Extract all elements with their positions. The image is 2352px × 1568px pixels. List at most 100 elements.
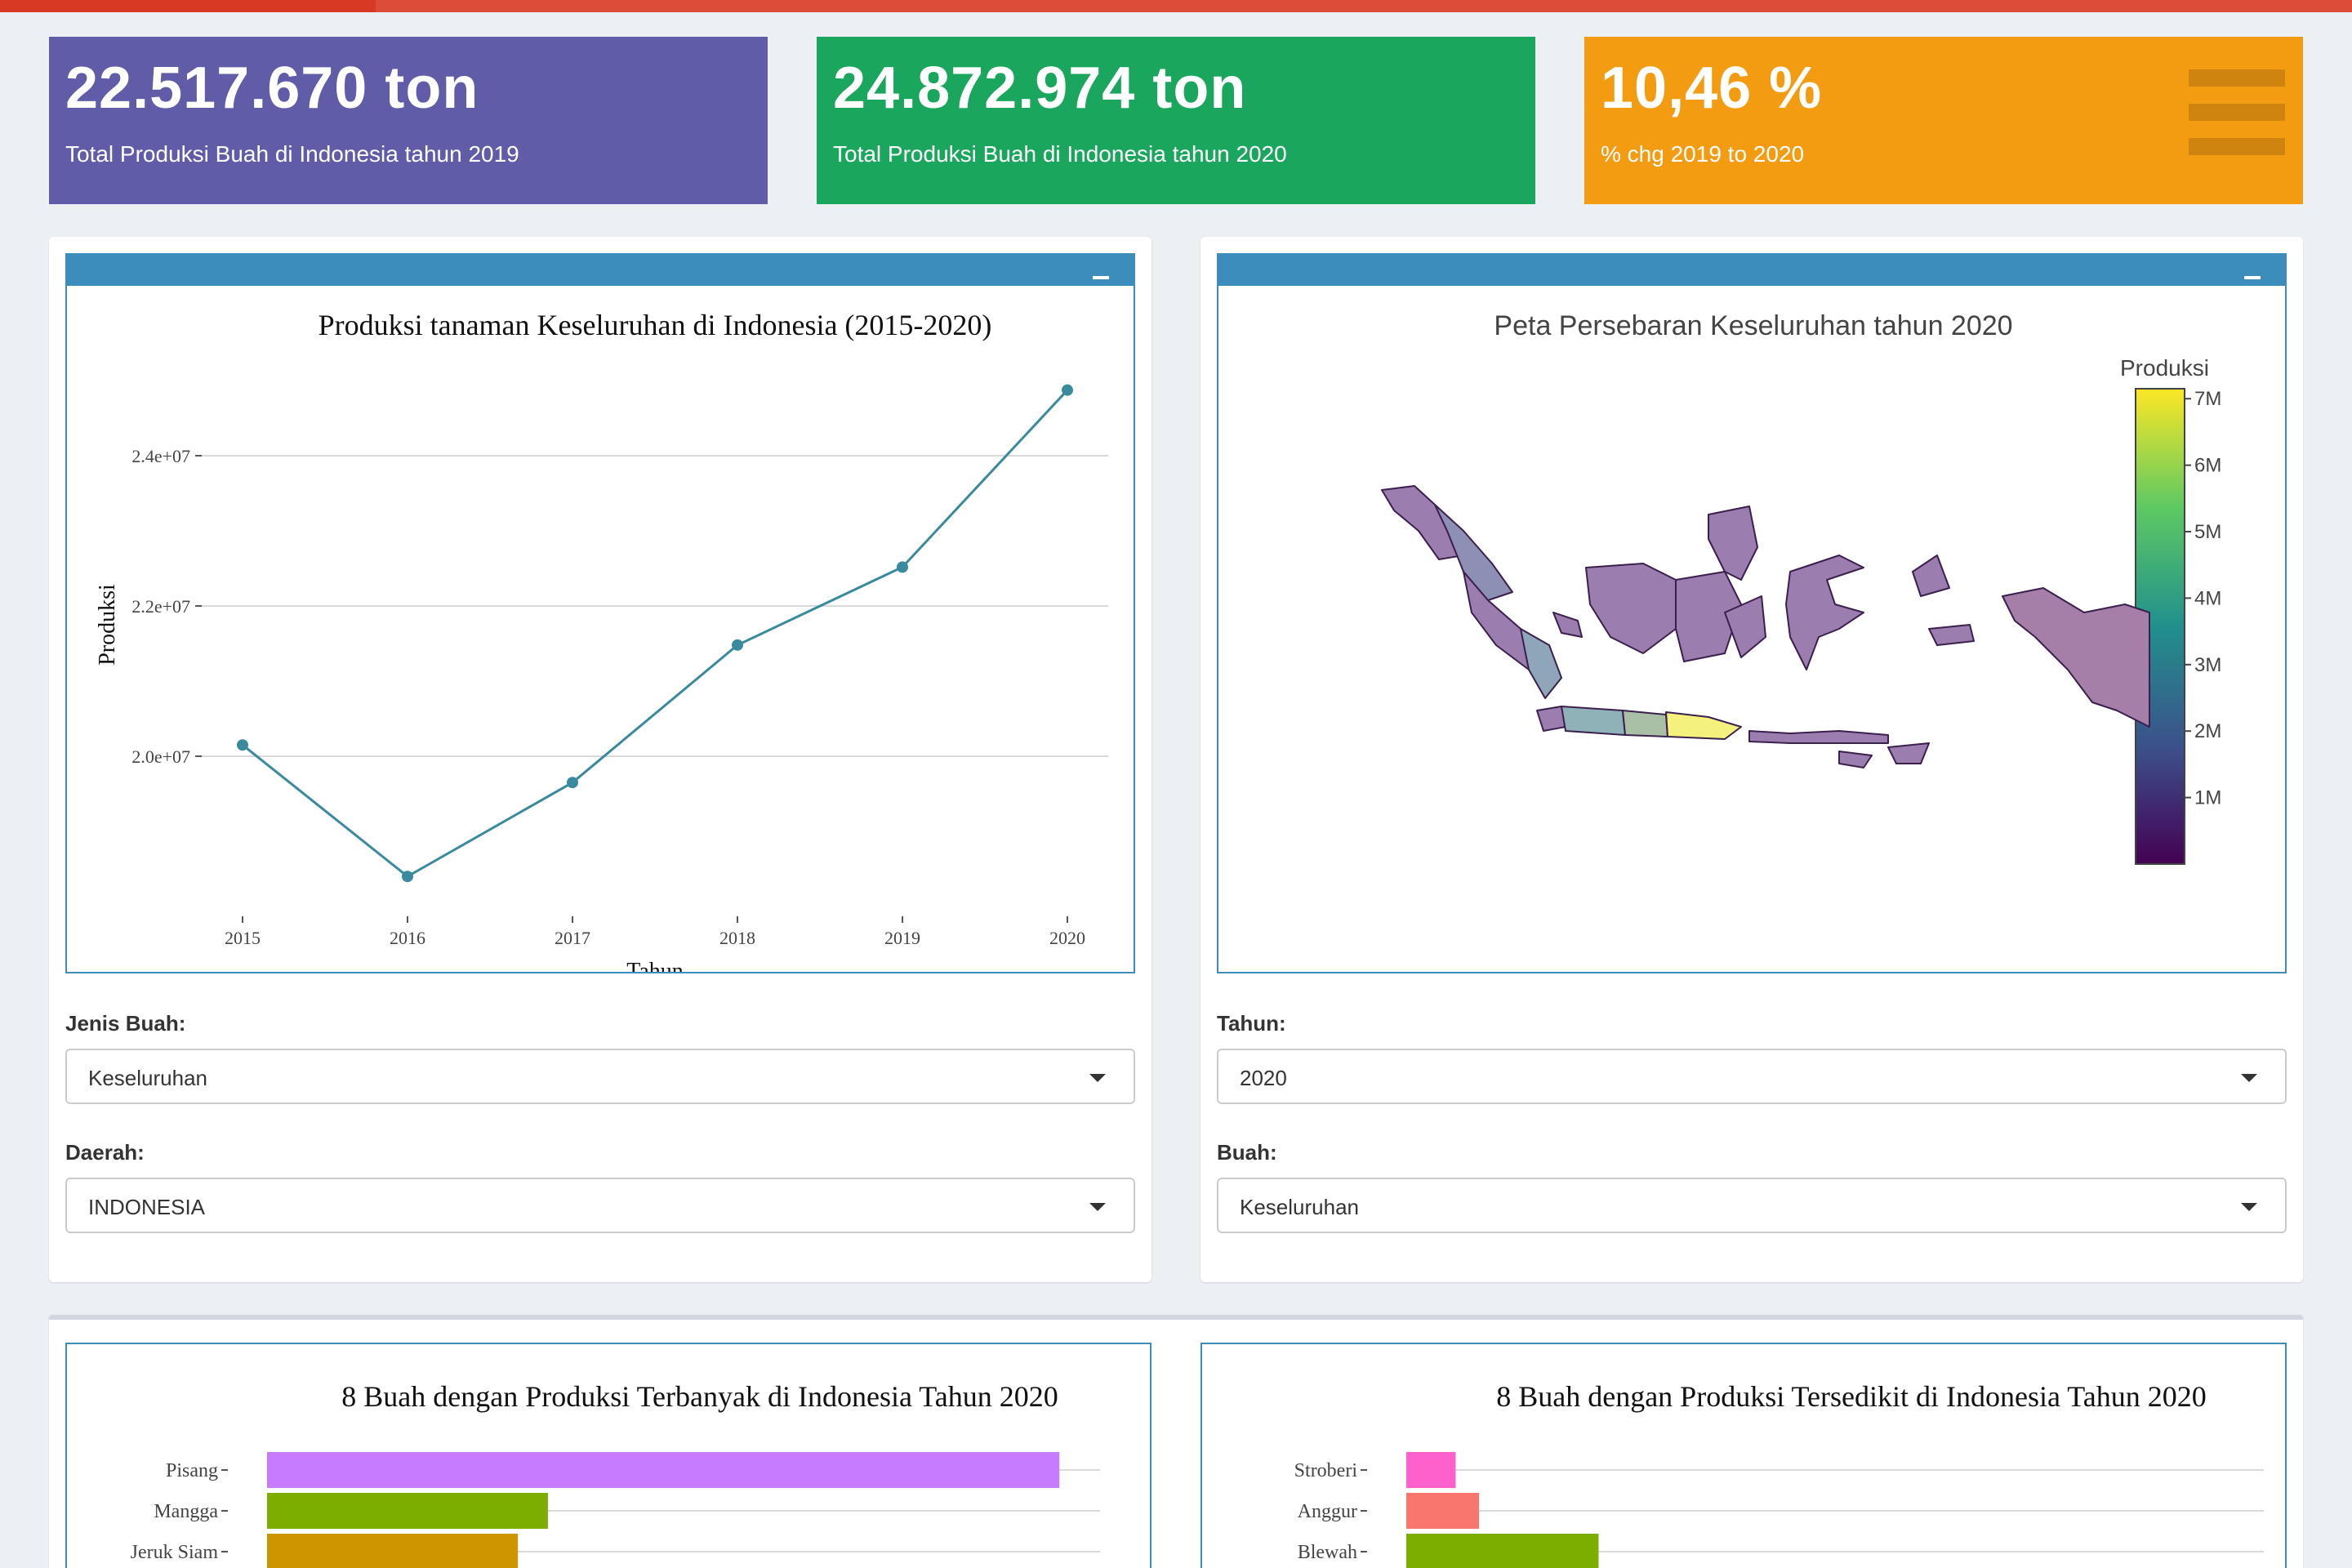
- y-tick-label: 2.2e+07: [131, 596, 190, 617]
- value-box-label: Total Produksi Buah di Indonesia tahun 2…: [65, 141, 519, 167]
- colorbar-title: Produksi: [2120, 355, 2209, 381]
- top-bar-chart: 8 Buah dengan Produksi Terbanyak di Indo…: [131, 1380, 1100, 1568]
- colorbar-tick-label: 5M: [2194, 521, 2221, 543]
- value-box-label: Total Produksi Buah di Indonesia tahun 2…: [833, 141, 1287, 167]
- choropleth-map[interactable]: Peta Persebaran Keseluruhan tahun 2020 P…: [1218, 286, 2285, 972]
- tahun-select[interactable]: 2020: [1217, 1049, 2287, 1104]
- bar: [267, 1493, 548, 1529]
- jenis-buah-label: Jenis Buah:: [65, 1011, 186, 1036]
- region-maluku[interactable]: [1912, 555, 1975, 646]
- tahun-value: 2020: [1240, 1066, 1287, 1090]
- menu-bars-icon: [2189, 53, 2285, 155]
- data-point: [897, 561, 908, 573]
- chart-title: 8 Buah dengan Produksi Tersedikit di Ind…: [1496, 1380, 2207, 1413]
- category-label: Jeruk Siam: [131, 1542, 219, 1563]
- colorbar-ticks: 7M 6M 5M 4M 3M 2M 1M: [2185, 388, 2221, 809]
- data-point: [402, 871, 413, 883]
- x-tick-label: 2018: [719, 928, 755, 948]
- category-label: Pisang: [166, 1460, 218, 1481]
- value-box-value: 22.517.670 ton: [65, 56, 479, 121]
- colorbar-tick-label: 3M: [2194, 654, 2221, 676]
- x-tick-label: 2015: [225, 928, 261, 948]
- colorbar-tick-label: 7M: [2194, 388, 2221, 410]
- value-box-value: 10,46 %: [1601, 56, 1823, 121]
- region-jawa-timur[interactable]: [1665, 711, 1742, 740]
- category-label: Stroberi: [1294, 1460, 1358, 1481]
- region-bangka[interactable]: [1552, 612, 1583, 638]
- x-axis-title: Tahun: [626, 959, 684, 972]
- jenis-buah-select[interactable]: Keseluruhan: [65, 1049, 1135, 1104]
- chevron-down-icon: [1089, 1203, 1106, 1211]
- y-tick-label: 2.0e+07: [131, 746, 190, 767]
- line-chart-box: Produksi tanaman Keseluruhan di Indonesi…: [65, 253, 1135, 973]
- x-tick-label: 2017: [555, 928, 590, 948]
- chart-title: 8 Buah dengan Produksi Terbanyak di Indo…: [341, 1380, 1058, 1413]
- daerah-select[interactable]: INDONESIA: [65, 1178, 1135, 1233]
- region-sulawesi[interactable]: [1785, 555, 1864, 670]
- bottom-bar-chart-box: 8 Buah dengan Produksi Tersedikit di Ind…: [1200, 1343, 2287, 1568]
- tahun-label: Tahun:: [1217, 1011, 1286, 1036]
- buah-select[interactable]: Keseluruhan: [1217, 1178, 2287, 1233]
- map-box: Peta Persebaran Keseluruhan tahun 2020 P…: [1217, 253, 2287, 973]
- region-kaltim[interactable]: [1708, 506, 1758, 581]
- buah-label: Buah:: [1217, 1140, 1277, 1165]
- bar: [1406, 1493, 1480, 1529]
- category-label: Mangga: [154, 1501, 218, 1522]
- collapse-icon[interactable]: [2244, 276, 2261, 279]
- x-tick-label: 2019: [884, 928, 920, 948]
- category-label: Anggur: [1298, 1501, 1357, 1522]
- daerah-value: INDONESIA: [88, 1195, 206, 1219]
- colorbar-tick-label: 6M: [2194, 455, 2221, 477]
- x-tick-label: 2016: [390, 928, 425, 948]
- bar: [267, 1452, 1060, 1488]
- region-bali-nusa[interactable]: [1748, 730, 1889, 744]
- value-box-label: % chg 2019 to 2020: [1601, 141, 1805, 167]
- value-box-change: 10,46 % % chg 2019 to 2020: [1584, 37, 2303, 204]
- header-logo-area[interactable]: [0, 0, 376, 12]
- region-sumatra-central[interactable]: [1434, 504, 1513, 601]
- colorbar-tick-label: 1M: [2194, 787, 2221, 809]
- data-point: [732, 639, 743, 651]
- value-box-2020: 24.872.974 ton Total Produksi Buah di In…: [817, 37, 1535, 204]
- region-ntt[interactable]: [1838, 742, 1930, 768]
- map-panel: Peta Persebaran Keseluruhan tahun 2020 P…: [1200, 237, 2303, 1282]
- colorbar-tick-label: 2M: [2194, 720, 2221, 742]
- map-title: Peta Persebaran Keseluruhan tahun 2020: [1494, 310, 2012, 341]
- line-chart: Produksi tanaman Keseluruhan di Indonesi…: [95, 309, 1108, 972]
- line-chart-panel: Produksi tanaman Keseluruhan di Indonesi…: [49, 237, 1152, 1282]
- y-tick-label: 2.4e+07: [131, 446, 190, 466]
- bar: [1406, 1452, 1456, 1488]
- region-jawa-tengah[interactable]: [1622, 710, 1668, 737]
- box-header: [1218, 255, 2285, 286]
- top-bar-chart-box: 8 Buah dengan Produksi Terbanyak di Indo…: [65, 1343, 1152, 1568]
- region-lampung[interactable]: [1520, 628, 1562, 699]
- chevron-down-icon: [2241, 1074, 2257, 1082]
- bar: [1406, 1534, 1599, 1568]
- buah-value: Keseluruhan: [1240, 1195, 1359, 1219]
- data-point: [237, 739, 248, 751]
- region-jawa-barat[interactable]: [1561, 706, 1626, 736]
- data-point: [1062, 384, 1073, 396]
- bar-charts-panel: 8 Buah dengan Produksi Terbanyak di Indo…: [49, 1315, 2303, 1568]
- region-kalbar[interactable]: [1585, 563, 1677, 654]
- series-line: [242, 389, 1069, 879]
- chevron-down-icon: [1089, 1074, 1106, 1082]
- bar: [267, 1534, 519, 1568]
- value-box-value: 24.872.974 ton: [833, 56, 1247, 121]
- chevron-down-icon: [2241, 1203, 2257, 1211]
- region-papua[interactable]: [2002, 587, 2150, 728]
- header-bar: [0, 0, 2352, 12]
- indonesia-map: [1381, 485, 2150, 768]
- data-point: [567, 777, 578, 789]
- jenis-buah-value: Keseluruhan: [88, 1066, 207, 1090]
- chart-title: Produksi tanaman Keseluruhan di Indonesi…: [318, 309, 992, 341]
- daerah-label: Daerah:: [65, 1140, 145, 1165]
- bottom-bar-chart: 8 Buah dengan Produksi Tersedikit di Ind…: [1294, 1380, 2264, 1568]
- region-kalsel[interactable]: [1724, 595, 1766, 658]
- box-header: [67, 255, 1134, 286]
- y-axis-title: Produksi: [95, 584, 120, 666]
- collapse-icon[interactable]: [1093, 276, 1109, 279]
- colorbar-tick-label: 4M: [2194, 587, 2221, 609]
- category-label: Blewah: [1298, 1542, 1357, 1563]
- value-box-2019: 22.517.670 ton Total Produksi Buah di In…: [49, 37, 768, 204]
